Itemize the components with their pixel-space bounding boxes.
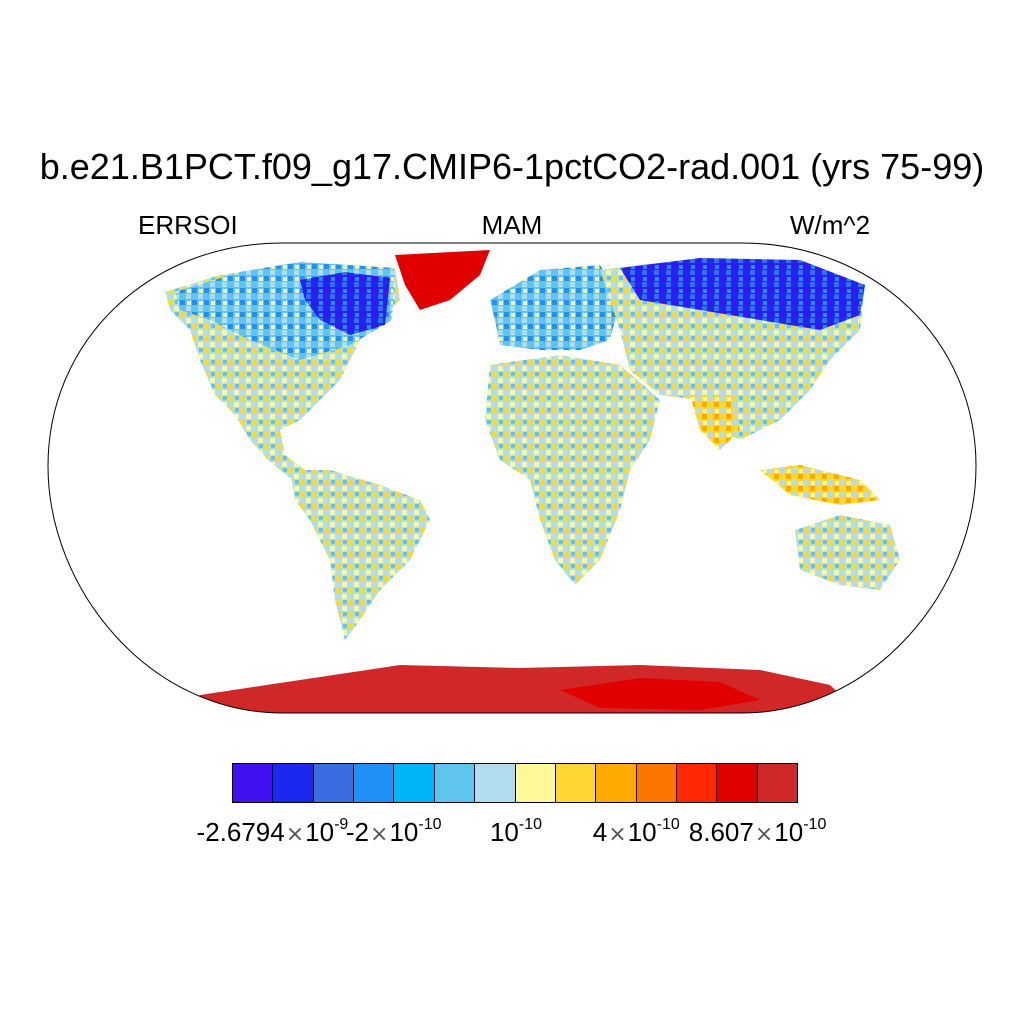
colorbar-box-13 [757, 764, 798, 802]
colorbar-box-2 [313, 764, 355, 802]
colorbar-label-2: 10-10 [489, 816, 543, 847]
india [690, 395, 740, 450]
colorbar-label-1: -2×10-10 [345, 816, 442, 847]
colorbar-box-10 [636, 764, 677, 802]
south-america [290, 470, 430, 640]
africa [485, 355, 660, 585]
colorbar-box-0 [233, 764, 274, 802]
map-border [47, 242, 977, 714]
colorbar-box-12 [717, 764, 758, 802]
colorbar-box-11 [676, 764, 718, 802]
colorbar-label-0: -2.6794×10-9 [196, 816, 349, 847]
colorbar-box-9 [596, 764, 637, 802]
colorbar-box-8 [555, 764, 597, 802]
australia [795, 515, 900, 590]
colorbar [232, 763, 798, 803]
colorbar-label-3: 4×10-10 [592, 816, 680, 847]
colorbar-box-5 [434, 764, 476, 802]
antarctica [180, 665, 860, 713]
hudson-bay-region [300, 272, 390, 335]
siberia [620, 258, 865, 330]
colorbar-box-7 [515, 764, 556, 802]
antarctica-east [560, 678, 760, 710]
indonesia [760, 465, 880, 505]
colorbar-box-3 [354, 764, 395, 802]
units-label: W/m^2 [790, 210, 871, 240]
europe [490, 265, 620, 350]
colorbar-box-1 [273, 764, 314, 802]
season-label: MAM [481, 210, 543, 240]
colorbar-box-6 [475, 764, 516, 802]
colorbar-box-4 [394, 764, 435, 802]
colorbar-label-4: 8.607×10-10 [688, 816, 827, 847]
greenland [395, 250, 490, 310]
plot-title: b.e21.B1PCT.f09_g17.CMIP6-1pctCO2-rad.00… [39, 146, 985, 187]
variable-label: ERRSOI [138, 210, 238, 240]
